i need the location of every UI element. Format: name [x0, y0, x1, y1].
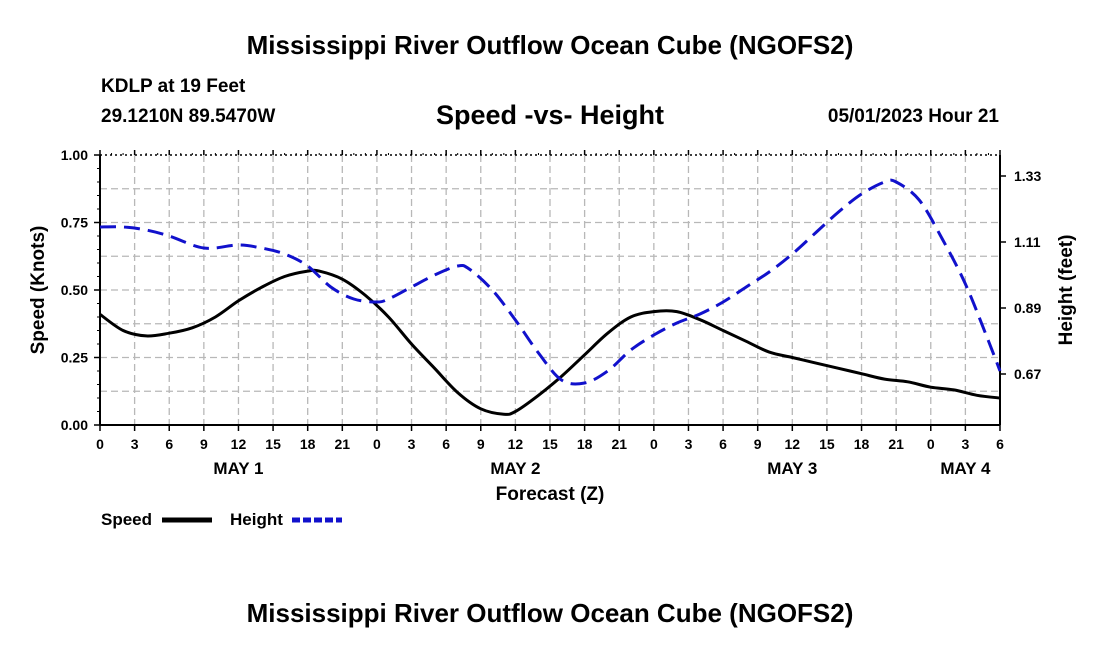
- x-tick-label: 6: [165, 436, 173, 452]
- x-tick-label: 21: [335, 436, 351, 452]
- y2-tick-label: 1.33: [1014, 168, 1041, 184]
- x-tick-label: 15: [265, 436, 281, 452]
- y2-tick-label: 1.11: [1014, 234, 1041, 250]
- axes: [94, 150, 1006, 431]
- y-tick-label: 0.25: [61, 350, 88, 366]
- y2-axis-label: Height (feet): [1056, 235, 1077, 346]
- day-label: MAY 1: [213, 459, 263, 478]
- y-tick-label: 0.00: [61, 417, 88, 433]
- x-tick-label: 12: [508, 436, 524, 452]
- footer-title: Mississippi River Outflow Ocean Cube (NG…: [246, 598, 854, 628]
- station-coordinates: 29.1210N 89.5470W: [101, 106, 276, 127]
- x-tick-label: 3: [685, 436, 693, 452]
- legend-height-label: Height: [230, 510, 283, 529]
- y-axis-label: Speed (Knots): [28, 226, 49, 355]
- x-tick-label: 12: [231, 436, 247, 452]
- x-tick-label: 15: [819, 436, 835, 452]
- series-line-speed: [99, 268, 1001, 416]
- day-label: MAY 4: [940, 459, 991, 478]
- x-tick-label: 12: [785, 436, 801, 452]
- x-tick-label: 9: [477, 436, 485, 452]
- x-tick-label: 9: [200, 436, 208, 452]
- chart-subtitle: Speed -vs- Height: [435, 100, 665, 130]
- x-tick-label: 18: [577, 436, 593, 452]
- x-tick-label: 0: [650, 436, 658, 452]
- x-tick-label: 3: [408, 436, 416, 452]
- y2-tick-label: 0.67: [1014, 366, 1041, 382]
- series-line-height: [99, 178, 1002, 386]
- legend: Speed Height: [101, 510, 342, 529]
- series: [99, 178, 1002, 416]
- x-tick-label: 18: [300, 436, 316, 452]
- x-tick-label: 9: [754, 436, 762, 452]
- x-tick-label: 0: [373, 436, 381, 452]
- x-tick-label: 21: [888, 436, 904, 452]
- x-tick-label: 6: [442, 436, 450, 452]
- legend-speed-label: Speed: [101, 510, 152, 529]
- forecast-timestamp: 05/01/2023 Hour 21: [827, 106, 999, 127]
- day-label: MAY 3: [767, 459, 817, 478]
- x-tick-label: 3: [961, 436, 969, 452]
- axis-labels: 0 3 6 9 12 15 18 21 0 3 6 9 12 15 18 21 0 3 6 9 12 15 18 21 0 3 6 0…: [61, 147, 1042, 478]
- x-tick-label: 21: [611, 436, 627, 452]
- x-axis-label: Forecast (Z): [496, 484, 605, 505]
- grid: [100, 155, 1000, 425]
- station-label: KDLP at 19 Feet: [101, 76, 246, 97]
- y-tick-label: 1.00: [61, 147, 88, 163]
- x-tick-label: 0: [927, 436, 935, 452]
- x-tick-label: 6: [719, 436, 727, 452]
- x-tick-label: 6: [996, 436, 1004, 452]
- y-tick-label: 0.75: [61, 215, 88, 231]
- x-tick-label: 15: [542, 436, 558, 452]
- day-label: MAY 2: [490, 459, 540, 478]
- x-tick-label: 18: [854, 436, 870, 452]
- y-tick-label: 0.50: [61, 282, 88, 298]
- main-title: Mississippi River Outflow Ocean Cube (NG…: [246, 30, 854, 60]
- x-tick-label: 3: [131, 436, 139, 452]
- x-tick-label: 0: [96, 436, 104, 452]
- y2-tick-label: 0.89: [1014, 300, 1041, 316]
